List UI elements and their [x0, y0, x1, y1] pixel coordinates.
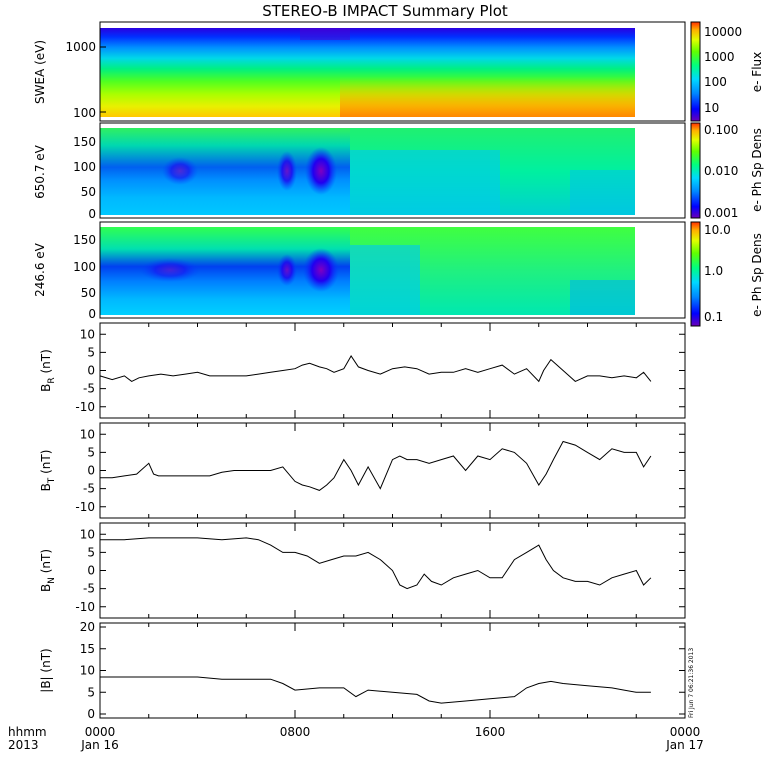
colorbar-pad650-label: e- Ph Sp Dens	[750, 128, 764, 212]
bt-ylabel: BT (nT)	[39, 450, 57, 492]
colorbar-pad650-scale	[690, 122, 701, 219]
axis-year: 2013	[8, 738, 39, 752]
swea-blue-cap	[300, 28, 350, 40]
bt-frame	[99, 422, 686, 519]
pad246-frame	[99, 221, 686, 319]
pad246-ytick: 100	[73, 260, 96, 274]
br-ylabel: BR (nT)	[39, 349, 57, 392]
br-ytick: -10	[75, 400, 95, 414]
bn-ytick: 10	[80, 527, 95, 541]
swea-ytick: 100	[73, 106, 96, 120]
pad246-ytick: 150	[73, 233, 96, 247]
colorbar-pad246-tick: 0.1	[704, 310, 723, 324]
pad246-ytick: 0	[88, 307, 96, 321]
colorbar-flux-scale	[690, 21, 701, 122]
date-label-start: Jan 16	[80, 738, 119, 752]
br-ytick: 10	[80, 327, 95, 341]
swea-warm-band	[340, 28, 635, 117]
bt-ytick: 0	[87, 464, 95, 478]
time-tick-label: 0800	[280, 725, 311, 739]
bn-ytick: -10	[75, 600, 95, 614]
pad650-frame	[99, 122, 686, 219]
br-ytick: -5	[83, 382, 95, 396]
colorbar-pad650-tick: 0.001	[704, 206, 738, 220]
pad650-blob	[162, 157, 198, 185]
bn-ylabel: BN (nT)	[39, 549, 57, 592]
panel-br: 10 5 0 -5 -10 BR (nT)	[39, 322, 686, 419]
bmag-frame	[99, 622, 686, 719]
pad246-cyan-zone	[350, 245, 420, 315]
colorbar-flux-tick: 100	[704, 75, 727, 89]
pad650-blob	[305, 147, 337, 195]
colorbar-flux-label: e- Flux	[750, 52, 764, 92]
br-ytick: 0	[87, 364, 95, 378]
axis-unit-hhmm: hhmm	[8, 725, 47, 739]
bmag-ytick: 15	[80, 642, 95, 656]
time-tick-label: 0000	[670, 725, 701, 739]
colorbar-pad650-tick: 0.100	[704, 123, 738, 137]
plot-title: STEREO-B IMPACT Summary Plot	[262, 2, 508, 20]
pad246-blob	[303, 248, 339, 292]
br-frame	[99, 322, 686, 419]
time-tick-label: 0000	[85, 725, 116, 739]
pad650-cyan-zone	[350, 150, 500, 215]
pad650-ytick: 150	[73, 135, 96, 149]
pad650-lowband	[570, 170, 635, 215]
bmag-trace	[100, 676, 651, 704]
pad650-ylabel: 650.7 eV	[33, 144, 47, 199]
time-axis: hhmm 2013 0000 0800 1600 0000 Jan 16 Jan…	[8, 725, 704, 752]
date-label-end: Jan 17	[665, 738, 704, 752]
pad650-ytick: 100	[73, 160, 96, 174]
panel-pad-246: 246.6 eV 150 100 50 0	[33, 221, 686, 321]
bt-ytick: -5	[83, 482, 95, 496]
colorbar-flux-tick: 1000	[704, 50, 735, 64]
colorbar-pad650-tick: 0.010	[704, 164, 738, 178]
pad650-ytick: 50	[81, 185, 96, 199]
bmag-ytick: 10	[80, 664, 95, 678]
colorbar-pad246-tick: 10.0	[704, 223, 731, 237]
colorbar-flux-tick: 10	[704, 101, 719, 115]
timestamp-stamp: Fri Jun 7 06:21:36 2013	[688, 648, 695, 718]
swea-ylabel: SWEA (eV)	[33, 40, 47, 104]
bn-ytick: -5	[83, 582, 95, 596]
time-tick-label: 1600	[475, 725, 506, 739]
panel-bmag: 20 15 10 5 0 |B| (nT)	[39, 620, 686, 721]
colorbar-pad246: 10.0 1.0 0.1 e- Ph Sp Dens	[690, 221, 764, 327]
panel-bt: 10 5 0 -5 -10 BT (nT)	[39, 422, 686, 519]
bmag-ytick: 20	[80, 620, 95, 634]
bn-trace	[100, 537, 652, 590]
colorbar-pad650: 0.100 0.010 0.001 e- Ph Sp Dens	[690, 122, 764, 220]
pad246-ylabel: 246.6 eV	[33, 242, 47, 297]
colorbar-pad246-tick: 1.0	[704, 264, 723, 278]
bt-ytick: 5	[87, 445, 95, 459]
swea-ytick: 1000	[65, 40, 96, 54]
colorbar-flux: 10000 1000 100 10 e- Flux	[690, 21, 764, 122]
br-ytick: 5	[87, 345, 95, 359]
panel-pad-650: 650.7 eV 150 100 50 0	[33, 122, 686, 221]
bt-ytick: 10	[80, 427, 95, 441]
bn-ytick: 5	[87, 545, 95, 559]
pad650-ytick: 0	[88, 207, 96, 221]
pad650-blob	[277, 151, 297, 191]
colorbar-pad246-scale	[690, 221, 701, 327]
bmag-ylabel: |B| (nT)	[39, 648, 53, 692]
colorbar-pad246-label: e- Ph Sp Dens	[750, 233, 764, 317]
bn-ytick: 0	[87, 564, 95, 578]
panel-swea: SWEA (eV) 1000 100	[33, 21, 686, 122]
bmag-ytick: 5	[87, 685, 95, 699]
pad246-blob	[140, 258, 200, 282]
pad246-blob	[277, 254, 297, 286]
bmag-ytick: 0	[87, 707, 95, 721]
bt-trace	[100, 440, 652, 491]
pad246-lowband	[570, 280, 635, 315]
br-trace	[99, 355, 652, 383]
pad246-ytick: 50	[81, 286, 96, 300]
panel-bn: 10 5 0 -5 -10 BN (nT)	[39, 522, 686, 619]
swea-frame	[99, 21, 686, 122]
bt-ytick: -10	[75, 500, 95, 514]
magnetic-field-panels: 10 5 0 -5 -10 BR (nT) 10 5 0 -5 -10 BT (nT) 10 5 0 -5 -1…	[39, 322, 686, 721]
colorbar-flux-tick: 10000	[704, 25, 742, 39]
